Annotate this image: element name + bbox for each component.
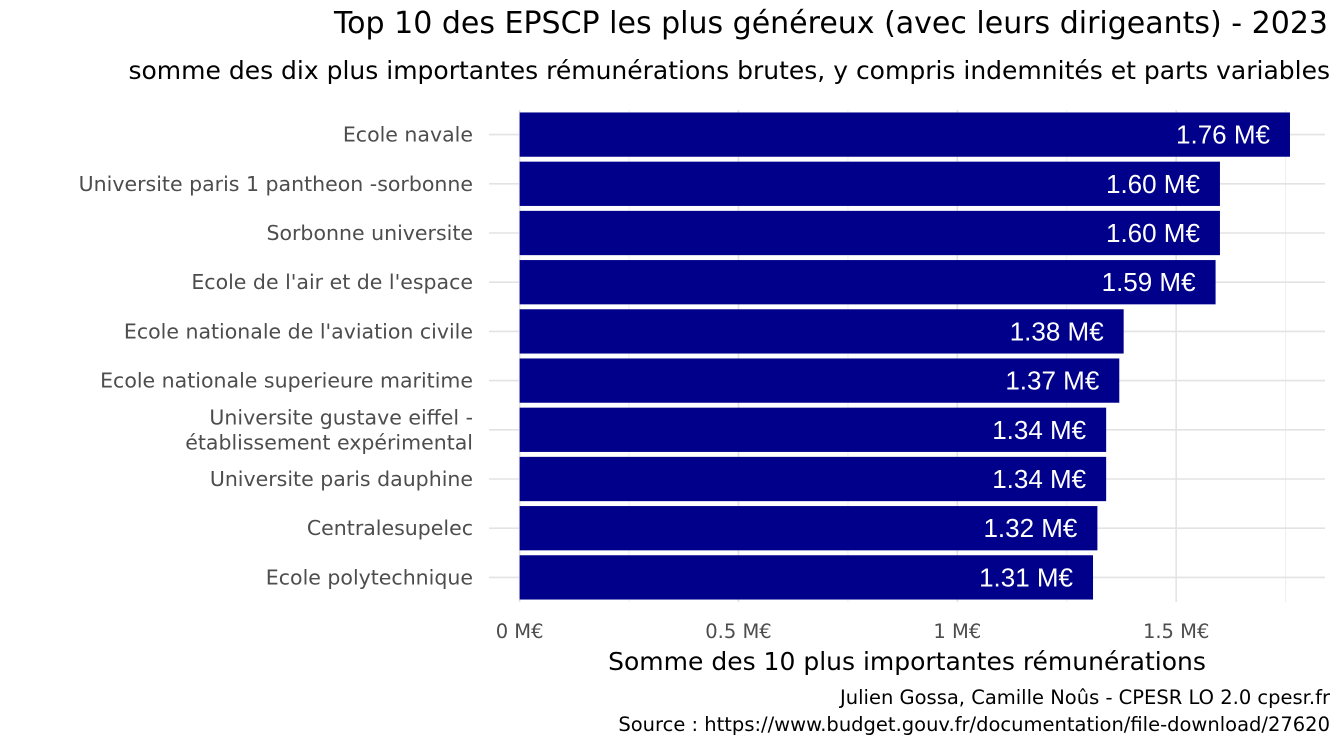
- category-label: Sorbonne universite: [266, 221, 473, 245]
- category-label: Ecole nationale de l'aviation civile: [124, 319, 473, 343]
- category-label: Ecole nationale superieure maritime: [100, 369, 473, 393]
- x-tick-label: 1.5 M€: [1143, 620, 1209, 643]
- category-label: Ecole navale: [343, 123, 473, 147]
- bar: [519, 210, 1220, 256]
- bar: [519, 456, 1107, 502]
- bar-value-label: 1.76 M€: [1176, 120, 1270, 150]
- bar-value-label: 1.34 M€: [992, 464, 1086, 494]
- x-axis-title: Somme des 10 plus importantes rémunérati…: [608, 647, 1206, 676]
- category-label: Universite paris dauphine: [210, 467, 473, 491]
- category-label: Ecole polytechnique: [266, 565, 473, 589]
- bar: [519, 555, 1094, 600]
- bar: [519, 161, 1220, 206]
- category-label: établissement expérimental: [185, 430, 473, 454]
- bar: [519, 112, 1290, 157]
- bar-value-label: 1.60 M€: [1106, 218, 1200, 248]
- chart-title: Top 10 des EPSCP les plus généreux (avec…: [333, 6, 1328, 41]
- bar: [519, 358, 1120, 403]
- x-tick-label: 0 M€: [496, 620, 544, 643]
- category-label: Universite paris 1 pantheon -sorbonne: [79, 172, 473, 196]
- chart-subtitle: somme des dix plus importantes rémunérat…: [128, 56, 1330, 85]
- bar-value-label: 1.31 M€: [979, 562, 1073, 592]
- bar-value-label: 1.32 M€: [983, 513, 1077, 543]
- bar: [519, 309, 1124, 354]
- bar: [519, 407, 1107, 452]
- bar-value-label: 1.60 M€: [1106, 169, 1200, 199]
- bar-value-label: 1.59 M€: [1102, 267, 1196, 297]
- bar-value-label: 1.37 M€: [1005, 366, 1099, 396]
- bar-value-label: 1.38 M€: [1010, 316, 1104, 346]
- x-tick-label: 0.5 M€: [705, 620, 771, 643]
- caption-source: Source : https://www.budget.gouv.fr/docu…: [618, 713, 1330, 736]
- category-label: Centralesupelec: [307, 516, 473, 540]
- category-label: Universite gustave eiffel -: [209, 405, 473, 429]
- bar: [519, 506, 1098, 551]
- category-label: Ecole de l'air et de l'espace: [191, 270, 473, 294]
- x-tick-label: 1 M€: [933, 620, 981, 643]
- caption-credits: Julien Gossa, Camille Noûs - CPESR LO 2.…: [840, 686, 1330, 709]
- bar-value-label: 1.34 M€: [992, 415, 1086, 445]
- bar: [519, 260, 1216, 305]
